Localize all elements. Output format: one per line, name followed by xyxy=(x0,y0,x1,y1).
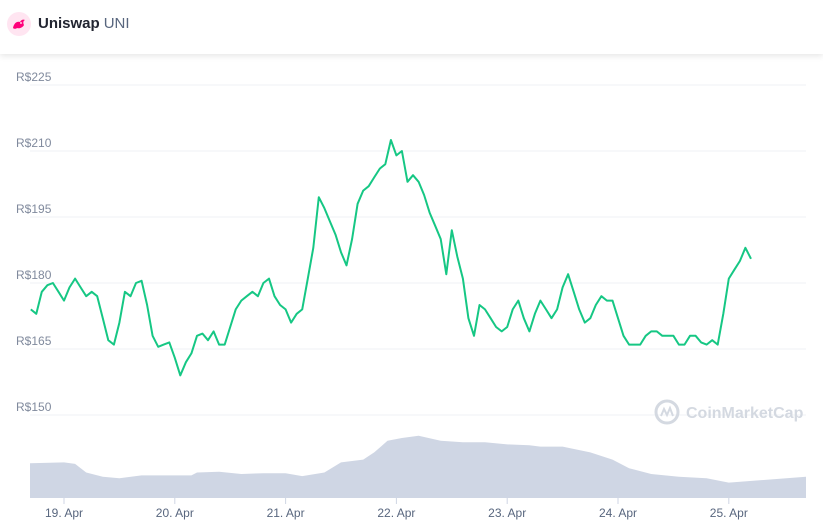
y-tick-label: R$210 xyxy=(16,136,52,150)
uniswap-unicorn-icon xyxy=(7,12,31,36)
x-tick-label: 21. Apr xyxy=(267,506,305,520)
watermark-text: CoinMarketCap xyxy=(686,405,804,422)
watermark: CoinMarketCap xyxy=(654,399,804,425)
x-tick-label: 20. Apr xyxy=(156,506,194,520)
coinmarketcap-logo-icon xyxy=(654,399,680,425)
y-tick-label: R$180 xyxy=(16,268,52,282)
x-tick-label: 23. Apr xyxy=(488,506,526,520)
coin-title: Uniswap UNI xyxy=(38,15,130,33)
volume-area xyxy=(30,435,806,497)
x-tick-label: 25. Apr xyxy=(710,506,748,520)
y-tick-label: R$165 xyxy=(16,334,52,348)
price-line-layer xyxy=(30,139,752,377)
coin-header: Uniswap UNI xyxy=(0,0,823,54)
x-tick-label: 19. Apr xyxy=(45,506,83,520)
y-tick-label: R$195 xyxy=(16,202,52,216)
x-tick-label: 24. Apr xyxy=(599,506,637,520)
y-tick-label: R$150 xyxy=(16,400,52,414)
coin-name: Uniswap xyxy=(38,15,100,32)
y-tick-label: R$225 xyxy=(16,70,52,84)
volume-area-layer xyxy=(30,435,806,497)
unicorn-glyph xyxy=(13,19,25,29)
price-line xyxy=(30,139,752,377)
grid-lines xyxy=(30,84,806,416)
coin-symbol: UNI xyxy=(103,15,130,32)
y-axis-labels: R$225 R$210 R$195 R$180 R$165 R$150 xyxy=(16,70,52,414)
x-axis: 19. Apr 20. Apr 21. Apr 22. Apr 23. Apr 24. A… xyxy=(30,497,806,520)
x-tick-label: 22. Apr xyxy=(377,506,415,520)
